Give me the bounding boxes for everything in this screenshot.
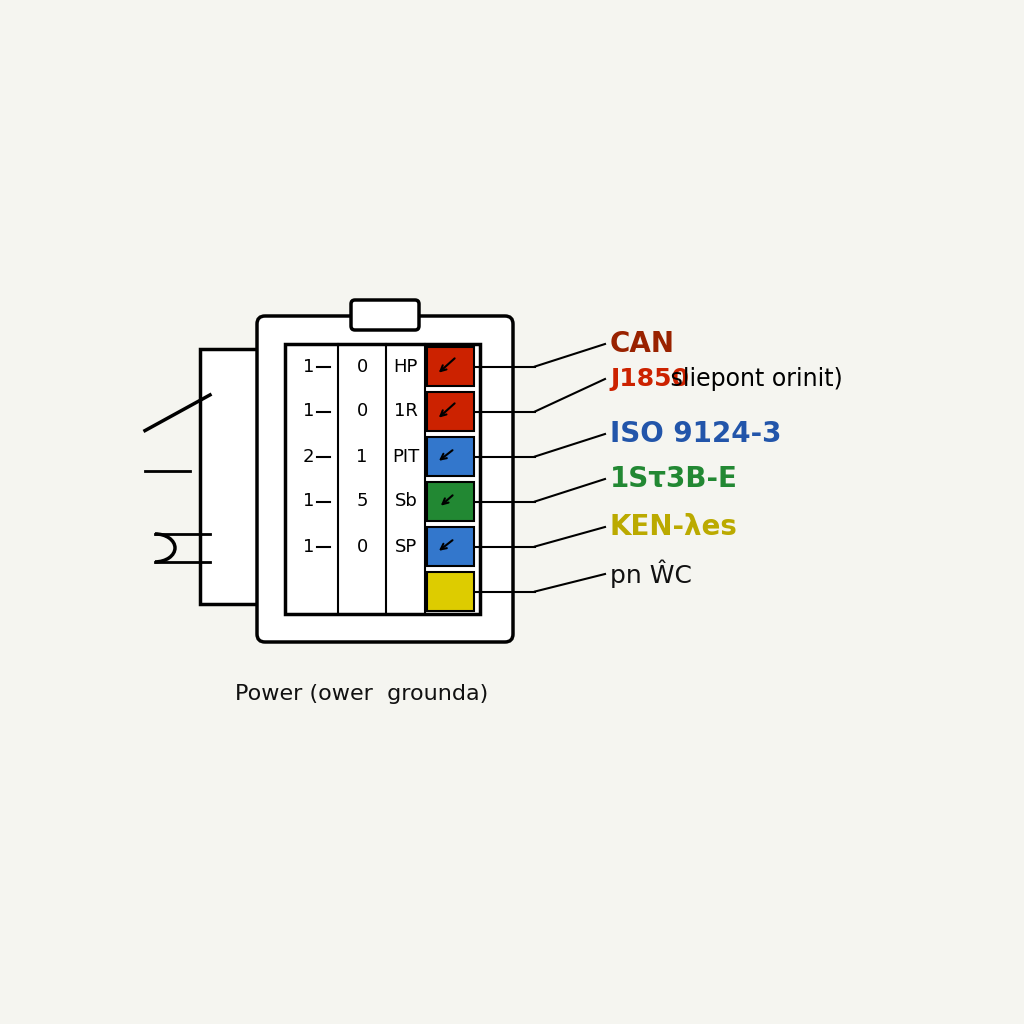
Text: Power (ower  grounda): Power (ower grounda)	[234, 684, 488, 705]
Text: 1Sτ3B-E: 1Sτ3B-E	[610, 465, 738, 493]
Text: KEN-λes: KEN-λes	[610, 513, 738, 541]
Text: 1: 1	[303, 538, 314, 555]
Text: pn ŴC: pn ŴC	[610, 560, 692, 588]
Bar	[427, 572, 474, 611]
Text: 1: 1	[303, 493, 314, 511]
Text: Sb: Sb	[394, 493, 418, 511]
Text: CAN: CAN	[610, 330, 675, 358]
Bar	[427, 347, 474, 386]
Text: 1: 1	[356, 447, 368, 466]
Text: 1: 1	[303, 402, 314, 421]
Text: PIT: PIT	[392, 447, 420, 466]
Text: 2: 2	[303, 447, 314, 466]
Text: SP: SP	[395, 538, 417, 555]
Bar	[427, 437, 474, 476]
Bar	[427, 527, 474, 566]
Text: ISO 9124-3: ISO 9124-3	[610, 420, 781, 449]
Bar	[285, 344, 480, 614]
Text: 1R: 1R	[394, 402, 418, 421]
Text: HP: HP	[393, 357, 418, 376]
Text: 0: 0	[356, 357, 368, 376]
Text: sliepont orinit): sliepont orinit)	[663, 367, 843, 391]
FancyBboxPatch shape	[257, 316, 513, 642]
Bar	[427, 392, 474, 431]
Text: 0: 0	[356, 402, 368, 421]
Bar	[427, 482, 474, 521]
Bar	[200, 349, 268, 604]
FancyBboxPatch shape	[351, 300, 419, 330]
Text: 0: 0	[356, 538, 368, 555]
Text: J1850: J1850	[610, 367, 689, 391]
Text: 1: 1	[303, 357, 314, 376]
Text: 5: 5	[356, 493, 368, 511]
